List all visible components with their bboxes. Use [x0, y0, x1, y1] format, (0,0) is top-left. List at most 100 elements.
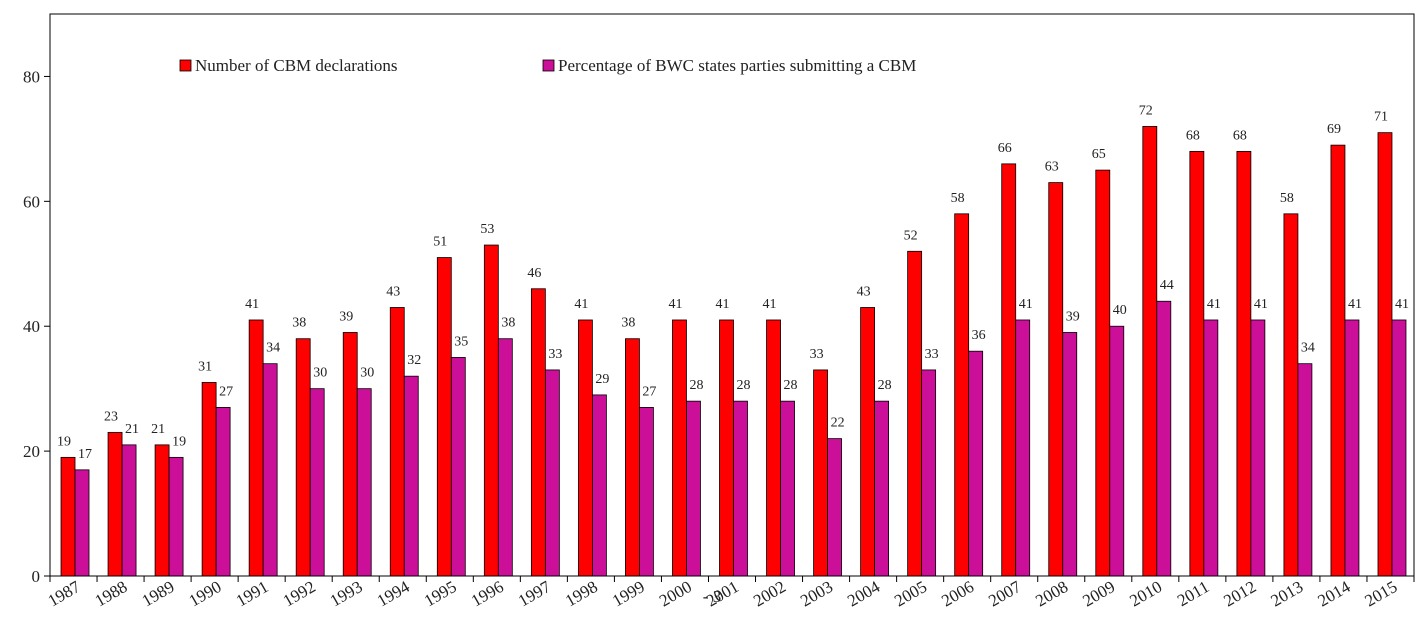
- y-tick-label: 60: [23, 192, 40, 211]
- value-label: 33: [548, 347, 562, 362]
- value-label: 33: [925, 347, 939, 362]
- value-label: 58: [951, 191, 965, 206]
- value-label: 28: [737, 378, 751, 393]
- y-tick-label: 20: [23, 442, 40, 461]
- bar: [639, 406, 654, 577]
- x-tick-label: 2003: [797, 577, 836, 610]
- value-label: 19: [172, 434, 186, 449]
- bar: [154, 444, 170, 577]
- value-label: 41: [574, 297, 588, 312]
- bar: [1062, 332, 1078, 577]
- value-label: 43: [386, 284, 400, 299]
- x-tick-label: 2009: [1079, 577, 1118, 610]
- value-label: 23: [104, 409, 118, 424]
- value-label: 69: [1327, 122, 1341, 137]
- value-label: 46: [527, 266, 541, 281]
- value-label: 28: [878, 378, 892, 393]
- bar: [168, 456, 184, 577]
- bar: [295, 338, 311, 577]
- bar: [719, 319, 734, 577]
- bar: [1236, 150, 1252, 577]
- value-label: 65: [1092, 147, 1106, 162]
- value-label: 58: [1280, 191, 1294, 206]
- x-tick-label: 1993: [327, 577, 366, 610]
- bar: [1250, 319, 1266, 577]
- x-tick-label: 1989: [139, 577, 178, 610]
- x-tick-label: 1992: [280, 577, 319, 610]
- x-tick-label: 2011: [1174, 577, 1212, 610]
- bar: [1377, 132, 1393, 577]
- bar: [780, 400, 795, 577]
- bar: [874, 400, 890, 577]
- bar: [907, 250, 923, 577]
- value-label: 51: [433, 235, 447, 250]
- bar: [450, 357, 466, 577]
- bar: [530, 288, 546, 577]
- bar: [672, 319, 687, 577]
- value-label: 27: [219, 384, 233, 399]
- value-label: 22: [831, 416, 845, 431]
- bar: [921, 369, 937, 577]
- bar: [107, 431, 123, 577]
- bar: [121, 444, 137, 577]
- value-label: 68: [1186, 128, 1200, 143]
- x-tick-label: 2005: [891, 577, 930, 610]
- bar: [954, 213, 970, 577]
- value-label: 41: [1348, 297, 1362, 312]
- value-label: 21: [125, 422, 139, 437]
- legend-label: Number of CBM declarations: [195, 56, 398, 75]
- value-label: 41: [1254, 297, 1268, 312]
- value-label: 38: [621, 316, 635, 331]
- x-tick-label: 1999: [609, 577, 648, 610]
- value-label: 41: [763, 297, 777, 312]
- value-label: 41: [1207, 297, 1221, 312]
- x-tick-label: 1990: [186, 577, 225, 610]
- value-label: 34: [1301, 341, 1315, 356]
- bar: [74, 469, 90, 577]
- bar: [1048, 182, 1064, 577]
- page-number: - 3: [703, 587, 721, 606]
- bar: [625, 338, 640, 577]
- x-tick-label: 1995: [421, 577, 460, 610]
- bar: [813, 369, 828, 577]
- value-label: 19: [57, 434, 71, 449]
- value-label: 53: [480, 222, 494, 237]
- value-label: 44: [1160, 278, 1174, 293]
- bar: [1283, 213, 1299, 577]
- x-tick-label: 2010: [1126, 577, 1165, 610]
- y-tick-label: 80: [23, 67, 40, 86]
- x-tick-label: 2012: [1220, 577, 1259, 610]
- value-label: 33: [810, 347, 824, 362]
- x-tick-label: 2015: [1362, 577, 1401, 610]
- bar: [483, 244, 499, 577]
- y-tick-label: 40: [23, 317, 40, 336]
- bar: [1156, 300, 1172, 577]
- bar: [497, 338, 513, 577]
- legend-swatch: [179, 59, 192, 72]
- value-label: 17: [78, 447, 92, 462]
- bar: [1142, 126, 1158, 577]
- bar: [577, 319, 593, 577]
- legend-swatch: [542, 59, 555, 72]
- value-label: 41: [1019, 297, 1033, 312]
- bar: [591, 394, 607, 577]
- value-label: 38: [292, 316, 306, 331]
- value-label: 30: [360, 366, 374, 381]
- value-label: 38: [501, 316, 515, 331]
- x-tick-label: 1998: [562, 577, 601, 610]
- bar: [248, 319, 264, 577]
- value-label: 31: [198, 359, 212, 374]
- value-label: 28: [689, 378, 703, 393]
- bar: [356, 388, 372, 577]
- bar: [342, 332, 358, 577]
- value-label: 41: [1395, 297, 1409, 312]
- bar: [309, 388, 325, 577]
- value-label: 71: [1374, 110, 1388, 125]
- bar: [827, 438, 842, 577]
- value-label: 27: [642, 384, 656, 399]
- bar: [968, 350, 984, 577]
- value-label: 36: [972, 328, 986, 343]
- x-tick-label: 1988: [92, 577, 131, 610]
- value-label: 28: [784, 378, 798, 393]
